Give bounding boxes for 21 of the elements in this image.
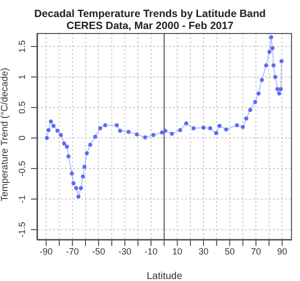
x-tick-label: 90 bbox=[277, 246, 288, 256]
y-tick-label: -0.5 bbox=[17, 160, 27, 176]
y-tick-label: 0.5 bbox=[17, 101, 27, 114]
x-tick-label: 70 bbox=[250, 246, 261, 256]
x-tick-label: -90 bbox=[40, 246, 53, 256]
x-tick-label: 30 bbox=[198, 246, 209, 256]
x-tick-label: 50 bbox=[224, 246, 235, 256]
x-tick-label: 10 bbox=[172, 246, 182, 256]
x-tick-label: -10 bbox=[144, 246, 158, 256]
x-tick-label: -50 bbox=[92, 246, 106, 256]
x-axis-title: Latitude bbox=[146, 271, 183, 281]
chart-subtitle: CERES Data, Mar 2000 - Feb 2017 bbox=[66, 20, 234, 32]
x-tick-label: -30 bbox=[118, 246, 132, 256]
chart-title: Decadal Temperature Trends by Latitude Band bbox=[33, 8, 267, 20]
y-tick-label: 1.5 bbox=[17, 40, 27, 53]
y-tick-label: -1.5 bbox=[17, 222, 27, 238]
y-tick-label: 0 bbox=[17, 136, 27, 141]
y-axis-title: Temperature Trend (°C/decade) bbox=[0, 68, 10, 202]
x-tick-label: -70 bbox=[66, 246, 79, 256]
y-tick-label: -1 bbox=[17, 195, 27, 204]
y-tick-label: 1 bbox=[17, 74, 27, 80]
